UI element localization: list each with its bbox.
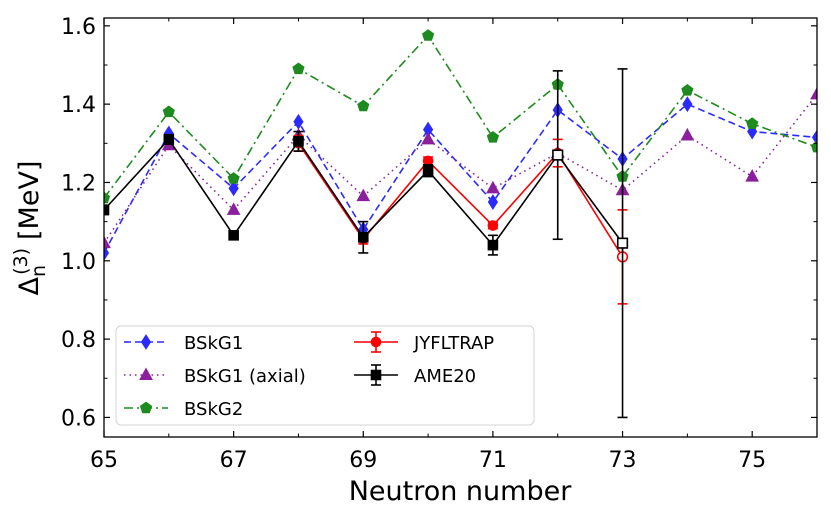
- data-point: [104, 245, 110, 261]
- y-tick-label: 0.8: [61, 328, 96, 353]
- legend-box: [115, 325, 535, 426]
- plot-frame: [103, 17, 818, 438]
- data-point: [486, 180, 500, 194]
- series-line: [104, 34, 817, 199]
- x-tick-label: 65: [90, 448, 118, 473]
- x-tick-label: 73: [609, 448, 637, 473]
- data-point: [422, 165, 434, 177]
- y-tick-label: 0.6: [61, 406, 96, 431]
- legend-label-jyfltrap: JYFLTRAP: [413, 333, 494, 354]
- data-point: [357, 99, 370, 112]
- data-point: [357, 231, 369, 243]
- data-point: [681, 84, 694, 96]
- y-tick-label: 1.0: [61, 250, 96, 275]
- series-ame20: [104, 68, 629, 419]
- data-point: [487, 239, 499, 251]
- series-line: [104, 93, 817, 244]
- data-point: [226, 202, 241, 215]
- data-point: [810, 86, 817, 100]
- data-point: [356, 188, 371, 202]
- y-tick-label: 1.6: [61, 15, 96, 40]
- legend-marker-bskg1-axial: [139, 367, 153, 380]
- legend-label-bskg2: BSkG2: [184, 399, 243, 420]
- legend-label-bskg1-axial: BSkG1 (axial): [184, 366, 306, 387]
- series-line: [104, 103, 817, 254]
- legend-marker-bskg2: [139, 401, 153, 414]
- y-axis-title: Δn(3) [MeV]: [10, 161, 50, 296]
- y-axis-superscript: (3): [10, 248, 32, 275]
- legend-marker-ame20: [370, 369, 382, 381]
- ticks-layer: 65 67 69 71 73 75 0.6 0.8 1.0 1.2 1.4 1.6: [61, 15, 818, 473]
- data-point: [163, 134, 175, 145]
- series-bskg2: [104, 29, 817, 204]
- data-point: [228, 230, 239, 241]
- data-point: [616, 237, 629, 249]
- data-point: [421, 131, 435, 145]
- y-tick-label: 1.2: [61, 171, 96, 196]
- y-axis-unit: [MeV]: [14, 161, 45, 240]
- data-point: [292, 62, 305, 75]
- data-point: [680, 127, 695, 141]
- data-point: [810, 140, 817, 153]
- data-point: [162, 105, 175, 118]
- data-point: [487, 194, 499, 210]
- legend-label-ame20: AME20: [414, 366, 476, 387]
- legend-marker-jyfltrap: [370, 336, 382, 348]
- data-point: [227, 172, 240, 184]
- data-point: [293, 136, 304, 147]
- x-tick-label: 67: [220, 448, 248, 473]
- data-point: [228, 180, 239, 197]
- x-tick-label: 69: [349, 448, 377, 473]
- data-point: [487, 220, 499, 231]
- legend-label-bskg1: BSkG1: [184, 333, 243, 354]
- x-tick-label: 75: [738, 448, 766, 473]
- y-axis-symbol: Δ: [14, 276, 45, 295]
- data-point: [682, 96, 693, 113]
- data-point: [552, 149, 564, 161]
- data-point: [486, 131, 500, 143]
- data-point: [104, 204, 110, 216]
- y-tick-label: 1.4: [61, 93, 96, 118]
- series-layer: [104, 29, 817, 419]
- data-point: [811, 129, 817, 146]
- data-point: [104, 235, 111, 249]
- data-point: [746, 117, 759, 129]
- x-axis-title: Neutron number: [349, 476, 573, 507]
- data-point: [421, 29, 435, 41]
- data-point: [745, 169, 760, 182]
- y-axis-subscript: n: [28, 265, 50, 277]
- legend: BSkG1 BSkG1 (axial) BSkG2 JYFLTRAP AME20: [115, 325, 535, 426]
- data-point: [104, 191, 111, 204]
- legend-marker-bskg1: [140, 334, 152, 350]
- x-tick-label: 71: [479, 448, 507, 473]
